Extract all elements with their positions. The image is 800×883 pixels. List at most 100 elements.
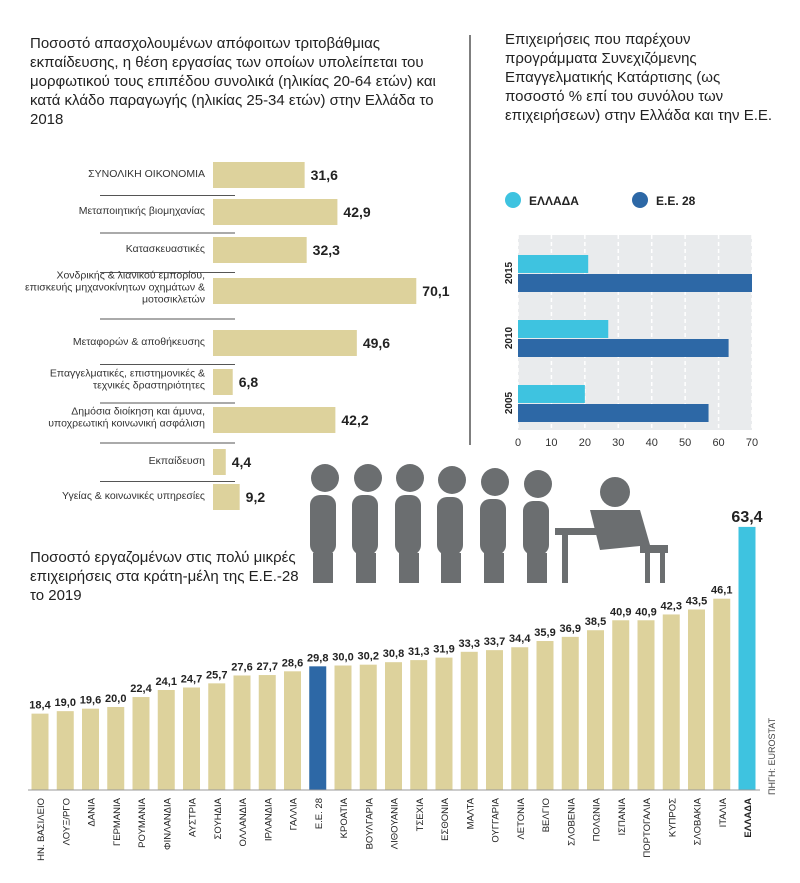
bar <box>359 664 377 790</box>
bar <box>713 598 731 790</box>
value-label: 25,7 <box>206 669 227 681</box>
category-label: Χονδρικής & λιανικού εμπορίου, επισκευής… <box>25 269 205 306</box>
x-tick-label: ΔΑΝΙΑ <box>87 797 98 826</box>
x-tick-label: ΙΡΛΑΝΔΙΑ <box>263 797 274 841</box>
value-label: 38,5 <box>585 616 606 628</box>
value-label: 35,9 <box>534 627 555 639</box>
value-label: 27,7 <box>257 661 278 673</box>
x-tick-label: ΒΟΥΛΓΑΡΙΑ <box>364 797 375 849</box>
value-label: 36,9 <box>560 623 581 635</box>
bar <box>213 369 233 395</box>
value-label: 30,0 <box>332 652 353 664</box>
bar <box>518 404 709 422</box>
x-tick-label: ΙΤΑΛΙΑ <box>718 797 729 827</box>
legend-label: ΕΛΛΑΔΑ <box>529 194 579 208</box>
legend-swatch <box>505 192 521 208</box>
bar <box>56 711 74 790</box>
x-tick-label: Ε.Ε. 28 <box>314 798 325 829</box>
value-label: 49,6 <box>363 335 390 351</box>
x-tick-label: ΣΛΟΒΑΚΙΑ <box>693 797 704 845</box>
chart-title: Ποσοστό εργαζομένων στις πολύ μικρές επι… <box>30 549 299 604</box>
bar <box>511 647 529 790</box>
x-tick-label: ΛΟΥΞ/ΡΓΟ <box>61 798 72 845</box>
value-label: 63,4 <box>731 509 762 526</box>
category-label: Μεταφορών & αποθήκευσης <box>72 335 205 348</box>
category-label: ΣΥΝΟΛΙΚΗ ΟΙΚΟΝΟΜΙΑ <box>88 167 205 180</box>
bar <box>213 407 336 433</box>
x-tick-label: ΠΟΛΩΝΙΑ <box>592 797 603 841</box>
value-label: 24,7 <box>181 673 202 685</box>
x-tick-label: 20 <box>579 437 591 449</box>
value-label: 70,1 <box>422 283 449 299</box>
bar <box>662 614 680 790</box>
x-tick-label: ΗΝ. ΒΑΣΙΛΕΙΟ <box>36 798 47 861</box>
x-tick-label: ΣΛΟΒΕΝΙΑ <box>566 797 577 846</box>
x-tick-label: 0 <box>515 437 521 449</box>
bar <box>334 665 352 790</box>
x-tick-label: ΕΛΛΑΔΑ <box>743 798 754 838</box>
category-label: Κατασκευαστικές <box>125 242 205 255</box>
bar <box>738 526 756 790</box>
value-label: 6,8 <box>239 374 259 390</box>
value-label: 33,7 <box>484 636 505 648</box>
bar <box>258 675 276 790</box>
bar <box>688 609 705 790</box>
value-label: 31,3 <box>408 646 429 658</box>
value-label: 19,6 <box>80 695 101 707</box>
x-tick-label: ΤΣΕΧΙΑ <box>415 797 426 831</box>
value-label: 30,2 <box>358 651 379 663</box>
value-label: 31,6 <box>311 167 338 183</box>
x-tick-label: ΙΣΠΑΝΙΑ <box>617 797 628 835</box>
legend-swatch <box>632 192 648 208</box>
bar <box>518 385 585 403</box>
bar <box>157 689 175 790</box>
value-label: 9,2 <box>246 489 266 505</box>
value-label: 40,9 <box>610 606 631 618</box>
x-tick-label: ΒΕΛΓΙΟ <box>541 798 552 832</box>
category-label: Εκπαίδευση <box>148 454 205 467</box>
x-tick-label: ΦΙΝΛΑΝΔΙΑ <box>162 797 173 850</box>
value-label: 19,0 <box>55 697 76 709</box>
x-tick-label: ΑΥΣΤΡΙΑ <box>188 797 199 837</box>
x-tick-label: ΟΛΛΑΝΔΙΑ <box>238 797 249 846</box>
value-label: 30,8 <box>383 648 404 660</box>
bar <box>213 330 357 356</box>
illustration <box>310 464 668 583</box>
bar <box>309 666 327 790</box>
x-tick-label: ΣΟΥΗΔΙΑ <box>213 797 224 839</box>
bar <box>536 641 554 790</box>
bar <box>518 320 609 338</box>
value-label: 28,6 <box>282 657 303 669</box>
bar <box>410 660 428 790</box>
bar <box>587 630 604 790</box>
x-tick-label: 70 <box>746 437 758 449</box>
bar <box>213 484 240 510</box>
value-label: 42,3 <box>661 600 682 612</box>
y-tick-label: 2010 <box>504 326 515 349</box>
bar <box>233 675 251 790</box>
value-label: 31,9 <box>433 644 454 656</box>
bar <box>208 683 226 790</box>
bar <box>284 671 301 790</box>
bar <box>435 657 453 790</box>
value-label: 24,1 <box>156 676 177 688</box>
y-tick-label: 2005 <box>504 391 515 414</box>
value-label: 4,4 <box>232 454 252 470</box>
category-label: Επαγγελματικές, επιστημονικές & τεχνικές… <box>49 367 205 392</box>
value-label: 32,3 <box>313 242 340 258</box>
bar <box>385 662 402 790</box>
x-tick-label: ΜΑΛΤΑ <box>465 797 476 829</box>
x-tick-label: 10 <box>545 437 557 449</box>
x-tick-label: ΟΥΓΓΑΡΙΑ <box>491 797 502 842</box>
bar <box>82 708 99 790</box>
bar <box>213 199 338 225</box>
value-label: 34,4 <box>509 633 531 645</box>
x-tick-label: ΛΙΘΟΥΑΝΙΑ <box>390 797 401 849</box>
bar <box>518 255 589 273</box>
bar <box>561 636 579 790</box>
value-label: 46,1 <box>711 585 732 597</box>
value-label: 29,8 <box>307 652 328 664</box>
bar <box>518 339 729 357</box>
